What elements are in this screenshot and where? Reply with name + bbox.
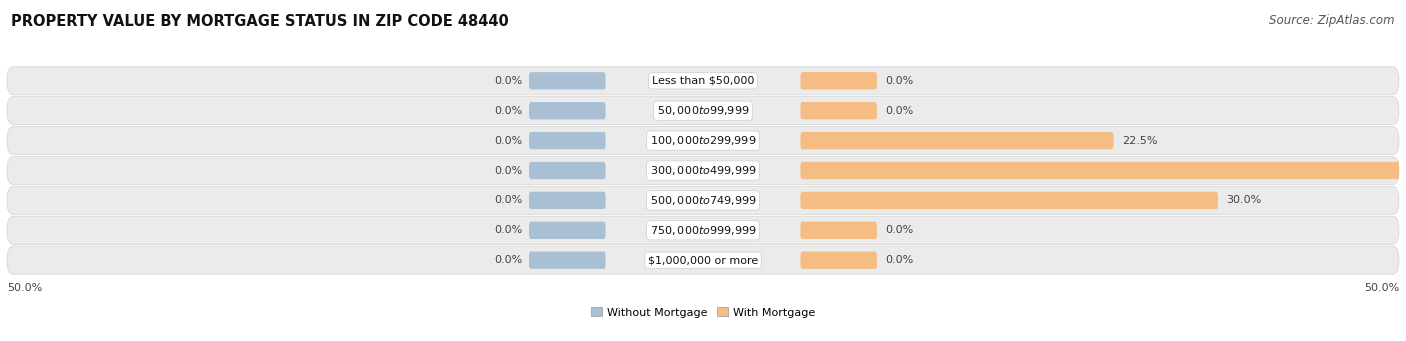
Text: 50.0%: 50.0% <box>1364 283 1399 293</box>
FancyBboxPatch shape <box>800 162 1406 179</box>
FancyBboxPatch shape <box>7 157 1399 184</box>
Text: Source: ZipAtlas.com: Source: ZipAtlas.com <box>1270 14 1395 27</box>
FancyBboxPatch shape <box>529 102 606 119</box>
FancyBboxPatch shape <box>800 192 1218 209</box>
FancyBboxPatch shape <box>7 97 1399 125</box>
Text: 0.0%: 0.0% <box>886 106 914 116</box>
Text: PROPERTY VALUE BY MORTGAGE STATUS IN ZIP CODE 48440: PROPERTY VALUE BY MORTGAGE STATUS IN ZIP… <box>11 14 509 29</box>
FancyBboxPatch shape <box>800 72 877 89</box>
FancyBboxPatch shape <box>7 246 1399 274</box>
FancyBboxPatch shape <box>529 162 606 179</box>
Text: 0.0%: 0.0% <box>494 165 522 176</box>
FancyBboxPatch shape <box>800 132 1114 149</box>
Text: 0.0%: 0.0% <box>494 225 522 235</box>
Text: $1,000,000 or more: $1,000,000 or more <box>648 255 758 265</box>
FancyBboxPatch shape <box>800 102 877 119</box>
Text: 0.0%: 0.0% <box>494 255 522 265</box>
FancyBboxPatch shape <box>529 222 606 239</box>
Text: 0.0%: 0.0% <box>886 255 914 265</box>
FancyBboxPatch shape <box>7 186 1399 214</box>
FancyBboxPatch shape <box>800 222 877 239</box>
Text: 0.0%: 0.0% <box>494 106 522 116</box>
Text: 22.5%: 22.5% <box>1122 136 1157 146</box>
Legend: Without Mortgage, With Mortgage: Without Mortgage, With Mortgage <box>586 303 820 322</box>
Text: 30.0%: 30.0% <box>1226 195 1261 205</box>
Text: $300,000 to $499,999: $300,000 to $499,999 <box>650 164 756 177</box>
FancyBboxPatch shape <box>529 72 606 89</box>
Text: 0.0%: 0.0% <box>494 136 522 146</box>
FancyBboxPatch shape <box>7 127 1399 155</box>
Text: 0.0%: 0.0% <box>886 225 914 235</box>
FancyBboxPatch shape <box>800 252 877 269</box>
Text: 0.0%: 0.0% <box>494 76 522 86</box>
Text: $50,000 to $99,999: $50,000 to $99,999 <box>657 104 749 117</box>
Text: $100,000 to $299,999: $100,000 to $299,999 <box>650 134 756 147</box>
FancyBboxPatch shape <box>529 192 606 209</box>
Text: 50.0%: 50.0% <box>7 283 42 293</box>
FancyBboxPatch shape <box>529 252 606 269</box>
Text: 0.0%: 0.0% <box>494 195 522 205</box>
Text: $750,000 to $999,999: $750,000 to $999,999 <box>650 224 756 237</box>
Text: 0.0%: 0.0% <box>886 76 914 86</box>
Text: $500,000 to $749,999: $500,000 to $749,999 <box>650 194 756 207</box>
FancyBboxPatch shape <box>529 132 606 149</box>
FancyBboxPatch shape <box>7 216 1399 244</box>
FancyBboxPatch shape <box>7 67 1399 95</box>
Text: Less than $50,000: Less than $50,000 <box>652 76 754 86</box>
